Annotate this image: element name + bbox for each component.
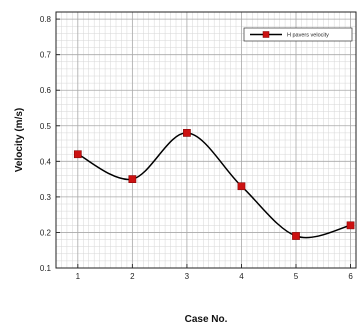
y-tick-label: 0.7 [40,51,52,60]
y-tick-labels: 0.1 0.2 0.3 0.4 0.5 0.6 0.7 0.8 [40,15,52,273]
x-tick-label: 4 [239,272,244,281]
y-tick-label: 0.2 [40,228,52,237]
data-point [347,222,354,229]
x-tick-label: 1 [76,272,81,281]
x-axis-title: Case No. [185,314,228,325]
y-tick-label: 0.8 [40,15,52,24]
y-tick-label: 0.4 [40,157,52,166]
minor-grid [56,12,356,268]
x-tick-label: 3 [185,272,190,281]
y-tick-label: 0.1 [40,264,52,273]
legend: H pavers velocity [244,28,352,41]
legend-series-name: H pavers velocity [287,33,329,39]
data-point [183,129,190,136]
x-tick-label: 6 [348,272,353,281]
x-tick-labels: 1 2 3 4 5 6 [76,272,354,281]
legend-marker [263,32,269,38]
data-point [292,232,299,239]
data-point [129,176,136,183]
data-point [238,183,245,190]
y-tick-label: 0.6 [40,86,52,95]
data-point [74,151,81,158]
y-tick-label: 0.3 [40,193,52,202]
x-tick-label: 2 [130,272,135,281]
x-tick-label: 5 [294,272,299,281]
y-axis-title: Velocity (m/s) [14,108,25,172]
y-tick-label: 0.5 [40,122,52,131]
